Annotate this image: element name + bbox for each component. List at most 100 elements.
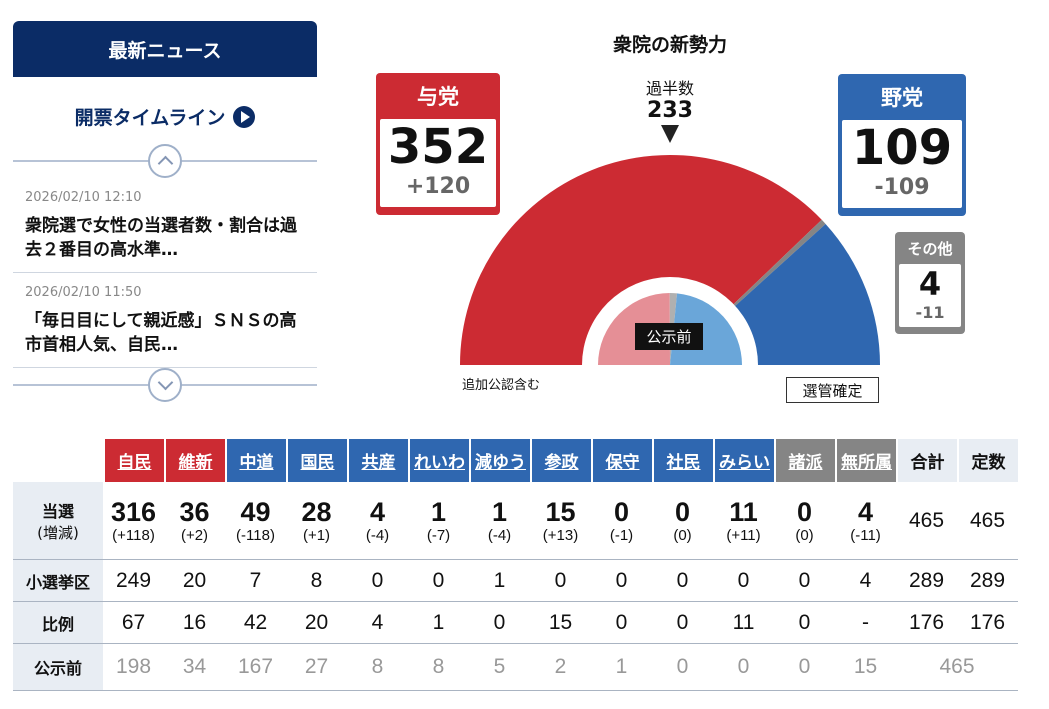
party-header[interactable]: 減ゆう [469,439,530,482]
news-time: 2026/02/10 12:10 [25,190,142,205]
inner-label: 公示前 [646,328,691,346]
scroll-down-button[interactable] [148,368,182,402]
before-cell: 198 [103,644,164,691]
party-header[interactable]: 維新 [164,439,225,482]
won-diff: (-4) [487,526,512,544]
row-header-district: 小選挙区 [13,560,103,602]
before-cell: 27 [286,644,347,691]
scroll-up-button[interactable] [148,144,182,178]
ruling-seats: 352 [387,119,489,175]
timeline-link[interactable]: 開票タイムライン [13,103,317,130]
won-count: 28 [301,496,332,527]
won-count: 15 [545,496,576,527]
party-header[interactable]: みらい [713,439,774,482]
seat-arc-ruling [460,155,822,365]
won-count: 316 [110,496,157,527]
pr-cell: 42 [225,602,286,644]
other-box: その他 4 -11 [895,232,965,334]
won-count: 4 [857,496,874,527]
party-header[interactable]: 社民 [652,439,713,482]
inner-label-bg [635,323,703,350]
won-cell: 15 (+13) [530,482,591,560]
news-title: 衆院選で女性の当選者数・割合は過去２番目の高水準… [25,216,297,260]
opposition-label: 野党 [881,86,923,110]
party-header[interactable]: 共産 [347,439,408,482]
majority-marker: 過半数 233 [620,75,720,143]
pr-cell: - [835,602,896,644]
pr-cell: 16 [164,602,225,644]
before-cell: 34 [164,644,225,691]
won-diff: (0) [673,526,692,544]
party-header[interactable]: 国民 [286,439,347,482]
party-header[interactable]: 保守 [591,439,652,482]
pr-cell: 0 [652,602,713,644]
before-cell: 0 [652,644,713,691]
before-cell: 0 [713,644,774,691]
chevron-up-icon [157,155,173,172]
triangle-down-icon [661,125,679,143]
table-row-before: 公示前 198 34 167 27 8 8 5 2 1 0 0 0 15 465 [13,644,1018,691]
pr-cell: 0 [591,602,652,644]
news-item[interactable]: 2026/02/10 11:50 「毎日目にして親近感」ＳＮＳの高市首相人気、自… [13,273,317,368]
party-header[interactable]: れいわ [408,439,469,482]
won-diff: (-118) [236,526,275,544]
won-count: 4 [369,496,386,527]
quota-header: 定数 [957,439,1018,482]
won-cell: 36 (+2) [164,482,225,560]
total-header: 合計 [896,439,957,482]
district-cell: 8 [286,560,347,602]
row-header-won: 当選 (増減) [13,482,103,560]
opposition-seats: 109 [851,120,953,176]
news-time: 2026/02/10 11:50 [25,285,142,300]
party-header[interactable]: 諸派 [774,439,835,482]
before-cell: 8 [347,644,408,691]
ruling-inner: 352 +120 [380,119,496,207]
news-header: 最新ニュース [13,21,317,77]
party-header[interactable]: 自民 [103,439,164,482]
table-row-pr: 比例 67 16 42 20 4 1 0 15 0 0 11 0-176 176 [13,602,1018,644]
pr-cell: 15 [530,602,591,644]
other-inner: 4 -11 [899,264,961,327]
corner-cell [13,439,103,482]
other-seats: 4 [918,265,942,303]
won-cell: 28 (+1) [286,482,347,560]
other-diff: -11 [915,303,945,322]
row-header-pr: 比例 [13,602,103,644]
won-cell: 4 (-4) [347,482,408,560]
opposition-box: 野党 109 -109 [838,74,966,216]
won-diff: (0) [795,526,814,544]
before-cell: 0 [774,644,835,691]
party-header[interactable]: 無所属 [835,439,896,482]
confirm-button[interactable]: 選管確定 [786,377,879,403]
district-cell: 20 [164,560,225,602]
won-count: 49 [240,496,271,527]
won-diff: (-7) [426,526,451,544]
ruling-label: 与党 [417,85,459,109]
opposition-diff: -109 [874,175,930,200]
party-header[interactable]: 参政 [530,439,591,482]
district-cell: 0 [530,560,591,602]
pr-quota: 176 [957,602,1018,644]
party-header[interactable]: 中道 [225,439,286,482]
scroll-down-row [13,368,317,402]
district-cell: 1 [469,560,530,602]
district-total: 289 [896,560,957,602]
won-cell: 0 (0) [774,482,835,560]
district-cell: 7 [225,560,286,602]
pr-cell: 11 [713,602,774,644]
won-cell: 0 (-1) [591,482,652,560]
won-total: 465 [896,482,957,560]
pr-cell: 0 [469,602,530,644]
won-count: 0 [674,496,691,527]
district-cell: 0 [652,560,713,602]
table-row-district: 小選挙区 249 20 7 8 0 0 1 0 0 0 0 0 4 289 289 [13,560,1018,602]
before-cell: 15 [835,644,896,691]
won-count: 1 [430,496,447,527]
won-diff: (+11) [726,526,761,544]
news-item[interactable]: 2026/02/10 12:10 衆院選で女性の当選者数・割合は過去２番目の高水… [13,178,317,273]
district-cell: 0 [774,560,835,602]
table-row-won: 当選 (増減) 316 (+118) 36 (+2) 49 (-118) 28 (+1) 4 (-4)… [13,482,1018,560]
won-diff: (-4) [365,526,390,544]
before-cell: 5 [469,644,530,691]
before-cell: 2 [530,644,591,691]
